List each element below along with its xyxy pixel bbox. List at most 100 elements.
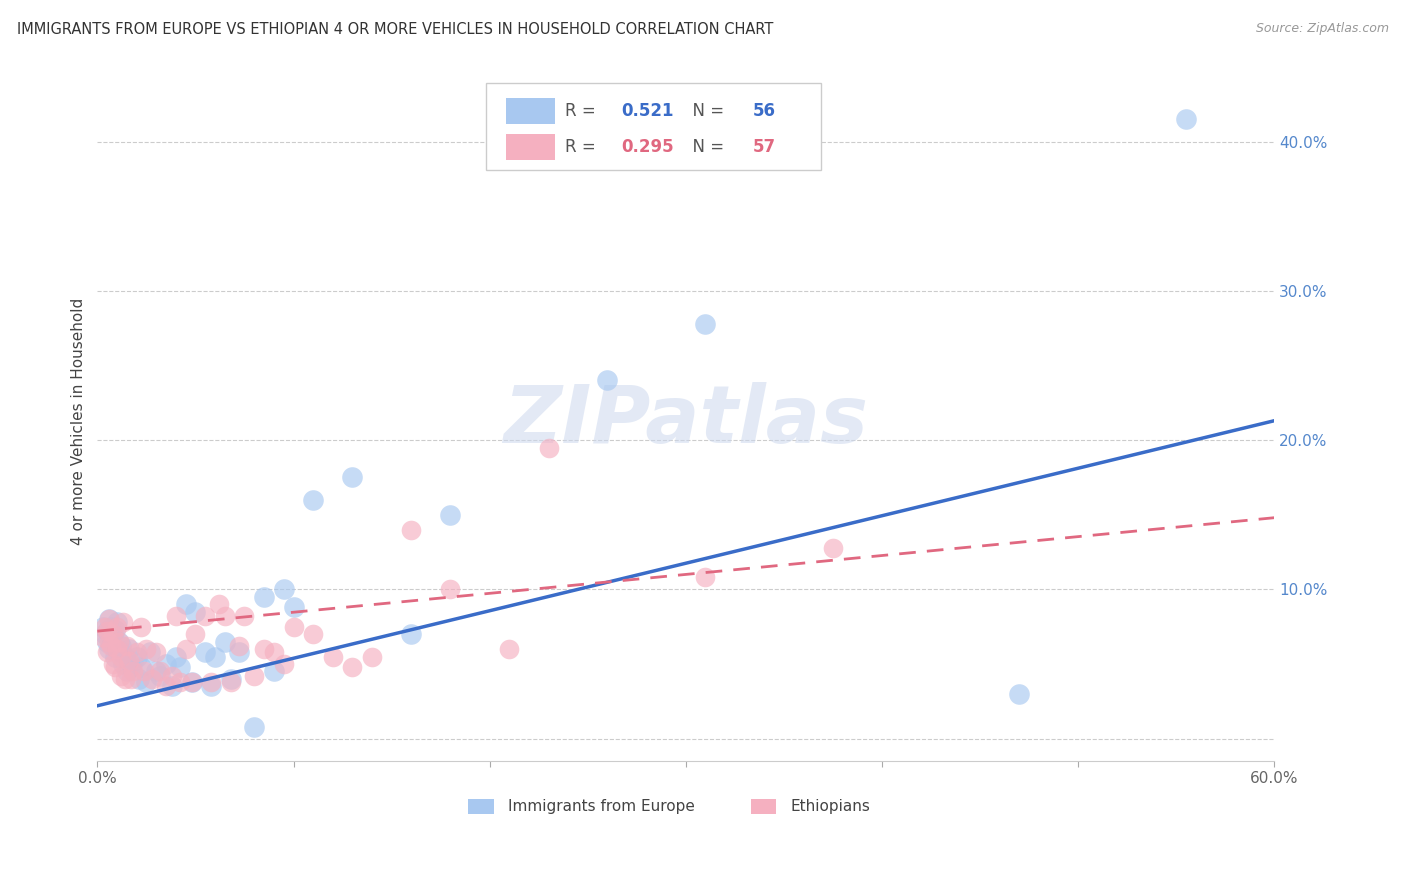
Point xyxy=(155,679,177,693)
Point xyxy=(194,645,217,659)
Point xyxy=(125,649,148,664)
Text: 56: 56 xyxy=(754,102,776,120)
Point xyxy=(149,665,172,679)
Text: Ethiopians: Ethiopians xyxy=(790,799,870,814)
Point xyxy=(149,669,172,683)
Point xyxy=(110,645,132,659)
Bar xyxy=(468,799,494,814)
Point xyxy=(121,654,143,668)
Point xyxy=(695,570,717,584)
Point xyxy=(114,672,136,686)
Text: ZIPatlas: ZIPatlas xyxy=(503,383,869,460)
Point xyxy=(115,665,138,679)
Text: 57: 57 xyxy=(754,137,776,156)
Point xyxy=(200,674,222,689)
Point xyxy=(108,634,131,648)
Point xyxy=(135,674,157,689)
Point xyxy=(169,660,191,674)
Point xyxy=(214,634,236,648)
Point xyxy=(145,665,167,679)
Point xyxy=(169,674,191,689)
Point xyxy=(253,642,276,657)
Point xyxy=(498,642,520,657)
Text: Source: ZipAtlas.com: Source: ZipAtlas.com xyxy=(1256,22,1389,36)
Point xyxy=(101,627,124,641)
Point xyxy=(160,669,183,683)
Text: N =: N = xyxy=(682,137,730,156)
Point xyxy=(1008,687,1031,701)
Point xyxy=(110,639,132,653)
Point xyxy=(128,672,150,686)
Point xyxy=(98,612,121,626)
Point xyxy=(91,630,114,644)
Point xyxy=(94,627,117,641)
Point xyxy=(98,642,121,657)
Point xyxy=(104,623,127,637)
Point xyxy=(105,615,128,630)
Point xyxy=(101,639,124,653)
Point xyxy=(214,609,236,624)
Point xyxy=(200,679,222,693)
Point xyxy=(129,660,152,674)
Point xyxy=(101,627,124,641)
Point xyxy=(111,657,134,671)
Point xyxy=(105,642,128,657)
Bar xyxy=(751,799,776,814)
Point xyxy=(302,492,325,507)
Point xyxy=(439,582,461,597)
Point xyxy=(110,669,132,683)
Text: R =: R = xyxy=(565,137,600,156)
Point xyxy=(96,645,118,659)
Point xyxy=(139,645,162,659)
Point xyxy=(100,620,122,634)
Point xyxy=(821,541,844,555)
Point xyxy=(439,508,461,522)
Point xyxy=(145,645,167,659)
Point xyxy=(120,672,142,686)
Text: Immigrants from Europe: Immigrants from Europe xyxy=(508,799,695,814)
Point xyxy=(160,679,183,693)
Point xyxy=(208,597,231,611)
Point xyxy=(194,609,217,624)
Text: IMMIGRANTS FROM EUROPE VS ETHIOPIAN 4 OR MORE VEHICLES IN HOUSEHOLD CORRELATION : IMMIGRANTS FROM EUROPE VS ETHIOPIAN 4 OR… xyxy=(17,22,773,37)
Point xyxy=(118,642,141,657)
Point xyxy=(253,590,276,604)
Y-axis label: 4 or more Vehicles in Household: 4 or more Vehicles in Household xyxy=(72,298,86,545)
Point xyxy=(322,649,344,664)
Point xyxy=(118,654,141,668)
Point xyxy=(596,373,619,387)
Point xyxy=(105,620,128,634)
Point xyxy=(233,609,256,624)
Text: 0.295: 0.295 xyxy=(621,137,673,156)
Point xyxy=(101,657,124,671)
Point xyxy=(184,627,207,641)
Point xyxy=(100,630,122,644)
Point xyxy=(98,634,121,648)
Point xyxy=(399,523,422,537)
Point xyxy=(94,620,117,634)
Text: 0.521: 0.521 xyxy=(621,102,673,120)
Point xyxy=(120,660,142,674)
Text: R =: R = xyxy=(565,102,600,120)
Point xyxy=(273,657,295,671)
Point xyxy=(165,649,187,664)
Text: N =: N = xyxy=(682,102,730,120)
Point xyxy=(283,620,305,634)
Point xyxy=(100,639,122,653)
Point xyxy=(114,649,136,664)
Point xyxy=(537,441,560,455)
Point xyxy=(180,674,202,689)
Point xyxy=(204,649,226,664)
Point xyxy=(695,317,717,331)
Point xyxy=(115,639,138,653)
Point xyxy=(96,634,118,648)
Point xyxy=(96,624,118,639)
Point xyxy=(399,627,422,641)
Point xyxy=(184,605,207,619)
Point xyxy=(283,600,305,615)
Point xyxy=(180,674,202,689)
Point xyxy=(155,657,177,671)
Point xyxy=(98,612,121,626)
Point xyxy=(110,649,132,664)
Point xyxy=(104,660,127,674)
